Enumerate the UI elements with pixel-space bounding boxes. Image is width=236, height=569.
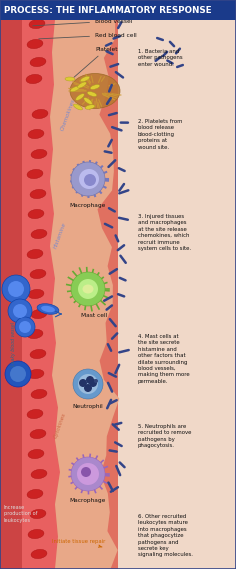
Text: 5. Neutrophils are
recruited to remove
pathogens by
phagocytosis.: 5. Neutrophils are recruited to remove p… [138, 424, 191, 448]
Text: Initiate tissue repair: Initiate tissue repair [52, 538, 105, 547]
Circle shape [86, 376, 94, 384]
FancyBboxPatch shape [0, 0, 236, 20]
Text: Macrophage: Macrophage [70, 203, 106, 208]
Ellipse shape [30, 509, 46, 518]
Ellipse shape [31, 389, 47, 399]
Ellipse shape [80, 76, 90, 82]
Ellipse shape [31, 469, 47, 479]
Ellipse shape [27, 329, 43, 339]
Ellipse shape [30, 269, 46, 279]
Circle shape [13, 304, 27, 318]
Ellipse shape [78, 82, 86, 88]
Text: Mast cell: Mast cell [81, 313, 107, 318]
Ellipse shape [30, 189, 46, 199]
Circle shape [73, 369, 103, 399]
Circle shape [8, 299, 32, 323]
Ellipse shape [31, 550, 47, 559]
Polygon shape [50, 20, 119, 569]
Text: Leaky blood vessel: Leaky blood vessel [12, 322, 17, 366]
Ellipse shape [27, 410, 43, 419]
Ellipse shape [27, 170, 43, 179]
Ellipse shape [28, 290, 44, 299]
Ellipse shape [28, 209, 44, 218]
Text: 1. Bacteria and
other pathogens
enter wound.: 1. Bacteria and other pathogens enter wo… [138, 49, 183, 67]
Ellipse shape [90, 85, 100, 89]
Text: 6. Other recruited
leukocytes mature
into macrophages
that phagocytize
pathogens: 6. Other recruited leukocytes mature int… [138, 514, 193, 558]
Ellipse shape [31, 310, 47, 319]
Ellipse shape [30, 349, 46, 358]
Polygon shape [0, 0, 22, 569]
Circle shape [84, 174, 96, 186]
Ellipse shape [31, 229, 47, 238]
Circle shape [71, 162, 105, 196]
Text: 4. Mast cells at
the site secrete
histamine and
other factors that
dilate surrou: 4. Mast cells at the site secrete histam… [138, 334, 190, 384]
Text: PROCESS: THE INFLAMMATORY RESPONSE: PROCESS: THE INFLAMMATORY RESPONSE [4, 6, 212, 14]
Ellipse shape [30, 57, 46, 67]
Text: Histamine: Histamine [53, 221, 67, 249]
Text: 2. Platelets from
blood release
blood-clotting
proteins at
wound site.: 2. Platelets from blood release blood-cl… [138, 119, 182, 150]
Circle shape [77, 463, 99, 485]
Polygon shape [22, 20, 60, 569]
Circle shape [5, 361, 31, 387]
Ellipse shape [27, 249, 43, 258]
Ellipse shape [85, 105, 95, 109]
Ellipse shape [73, 104, 83, 110]
Text: Neutrophil: Neutrophil [73, 404, 103, 409]
Circle shape [71, 272, 105, 306]
Circle shape [78, 279, 98, 299]
Ellipse shape [41, 306, 55, 312]
Text: Cytokines: Cytokines [53, 412, 67, 439]
Text: 3. Injured tissues
and macrophages
at the site release
chemokines, which
recruit: 3. Injured tissues and macrophages at th… [138, 214, 191, 251]
Circle shape [10, 366, 26, 382]
Circle shape [94, 379, 98, 383]
Circle shape [71, 457, 105, 491]
Ellipse shape [27, 39, 43, 48]
Circle shape [2, 275, 30, 303]
Text: Macrophage: Macrophage [70, 498, 106, 503]
Circle shape [19, 321, 31, 333]
Ellipse shape [65, 77, 75, 81]
Ellipse shape [87, 92, 97, 96]
Ellipse shape [29, 19, 45, 28]
Ellipse shape [30, 430, 46, 439]
Ellipse shape [70, 73, 120, 109]
Text: Platelet: Platelet [74, 47, 118, 77]
Circle shape [84, 384, 92, 392]
Ellipse shape [27, 489, 43, 498]
Ellipse shape [26, 75, 42, 84]
Ellipse shape [28, 450, 44, 459]
Ellipse shape [37, 304, 59, 314]
Text: Red blood cell: Red blood cell [39, 32, 137, 39]
Text: Increase
production of
leukocytes: Increase production of leukocytes [4, 505, 37, 523]
Ellipse shape [84, 98, 92, 104]
Ellipse shape [76, 94, 84, 100]
Polygon shape [118, 20, 236, 569]
Circle shape [81, 467, 91, 477]
Circle shape [89, 379, 97, 387]
Circle shape [78, 374, 98, 394]
Ellipse shape [31, 150, 47, 159]
Ellipse shape [28, 129, 44, 139]
Text: Chemokines: Chemokines [60, 97, 76, 131]
Ellipse shape [83, 284, 93, 294]
Ellipse shape [28, 529, 44, 539]
Circle shape [79, 379, 87, 387]
Circle shape [79, 169, 99, 189]
Circle shape [15, 317, 35, 337]
Circle shape [8, 281, 24, 297]
Text: Blood vessel: Blood vessel [33, 19, 132, 26]
Ellipse shape [70, 86, 80, 92]
Ellipse shape [28, 369, 44, 378]
Ellipse shape [32, 109, 48, 118]
